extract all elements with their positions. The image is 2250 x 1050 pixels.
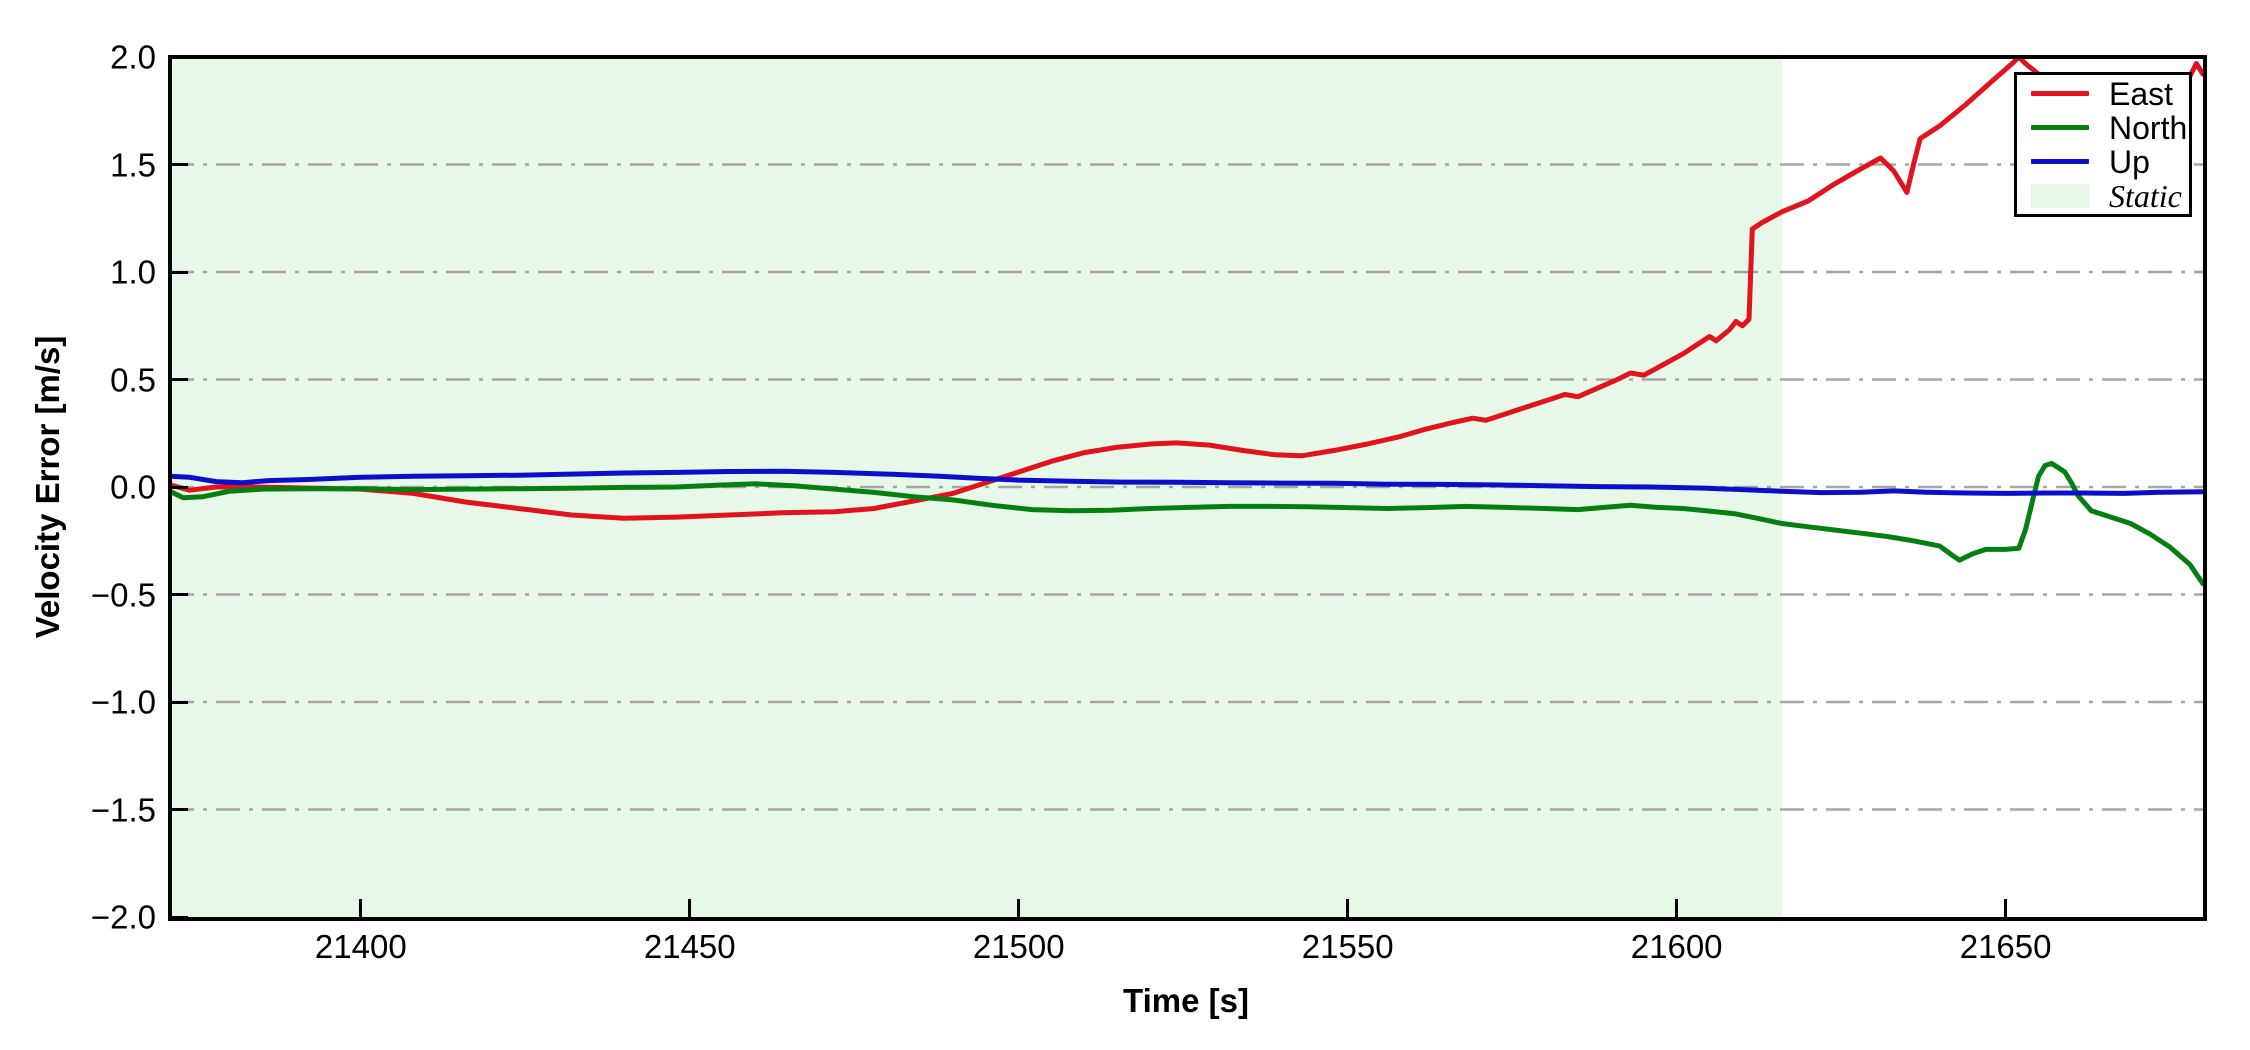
y-tick-mark bbox=[170, 163, 188, 166]
static-patch-swatch bbox=[2031, 183, 2089, 208]
legend-entry-north: North bbox=[2031, 112, 2187, 144]
y-tick-label: −1.0 bbox=[90, 683, 156, 721]
x-axis-title: Time [s] bbox=[1123, 982, 1249, 1019]
x-tick-label: 21400 bbox=[314, 928, 407, 965]
y-axis-title: Velocity Error [m/s] bbox=[29, 335, 66, 639]
x-tick-label: 21650 bbox=[1959, 928, 2052, 965]
y-tick-label: 2.0 bbox=[110, 38, 156, 76]
y-tick-label: 0.5 bbox=[110, 361, 156, 398]
y-tick-mark bbox=[170, 270, 188, 274]
y-tick-label: −2.0 bbox=[90, 898, 156, 936]
y-tick-mark bbox=[170, 915, 188, 919]
y-tick-label: −1.5 bbox=[90, 791, 156, 828]
x-tick-label: 21450 bbox=[643, 928, 736, 965]
x-tick-label: 21550 bbox=[1301, 928, 1394, 965]
y-tick-mark bbox=[170, 700, 188, 704]
legend-entry-static: Static bbox=[2031, 180, 2182, 212]
legend-label-static: Static bbox=[2109, 177, 2182, 214]
x-tick-mark bbox=[359, 899, 363, 917]
y-tick-label: 1.0 bbox=[110, 253, 156, 291]
legend-label-up: Up bbox=[2109, 143, 2150, 180]
legend-entry-up: Up bbox=[2031, 146, 2177, 178]
y-tick-label: −0.5 bbox=[90, 576, 156, 613]
x-tick-mark bbox=[1017, 899, 1021, 917]
x-tick-label: 21500 bbox=[972, 928, 1065, 965]
legend-label-east: East bbox=[2109, 75, 2174, 112]
y-tick-mark bbox=[170, 593, 188, 596]
x-tick-label: 21600 bbox=[1630, 928, 1723, 965]
north-line-swatch bbox=[2031, 125, 2089, 130]
legend-entry-east: East bbox=[2031, 78, 2177, 110]
data-series bbox=[170, 57, 2203, 587]
x-tick-mark bbox=[688, 899, 692, 917]
up-line-swatch bbox=[2031, 159, 2089, 164]
y-tick-mark bbox=[170, 378, 188, 381]
x-tick-mark bbox=[1675, 899, 1679, 917]
y-tick-label: 0.0 bbox=[110, 468, 156, 506]
y-tick-label: 1.5 bbox=[110, 146, 156, 183]
axes-spines bbox=[168, 55, 2207, 921]
legend-label-north: North bbox=[2109, 109, 2188, 146]
legend: East North Up Static bbox=[2014, 72, 2192, 217]
x-tick-mark bbox=[2004, 899, 2008, 917]
east-line-swatch bbox=[2031, 91, 2089, 96]
y-tick-mark bbox=[170, 485, 188, 489]
y-tick-mark bbox=[170, 808, 188, 811]
y-tick-mark bbox=[170, 55, 188, 59]
x-tick-mark bbox=[1346, 899, 1350, 917]
